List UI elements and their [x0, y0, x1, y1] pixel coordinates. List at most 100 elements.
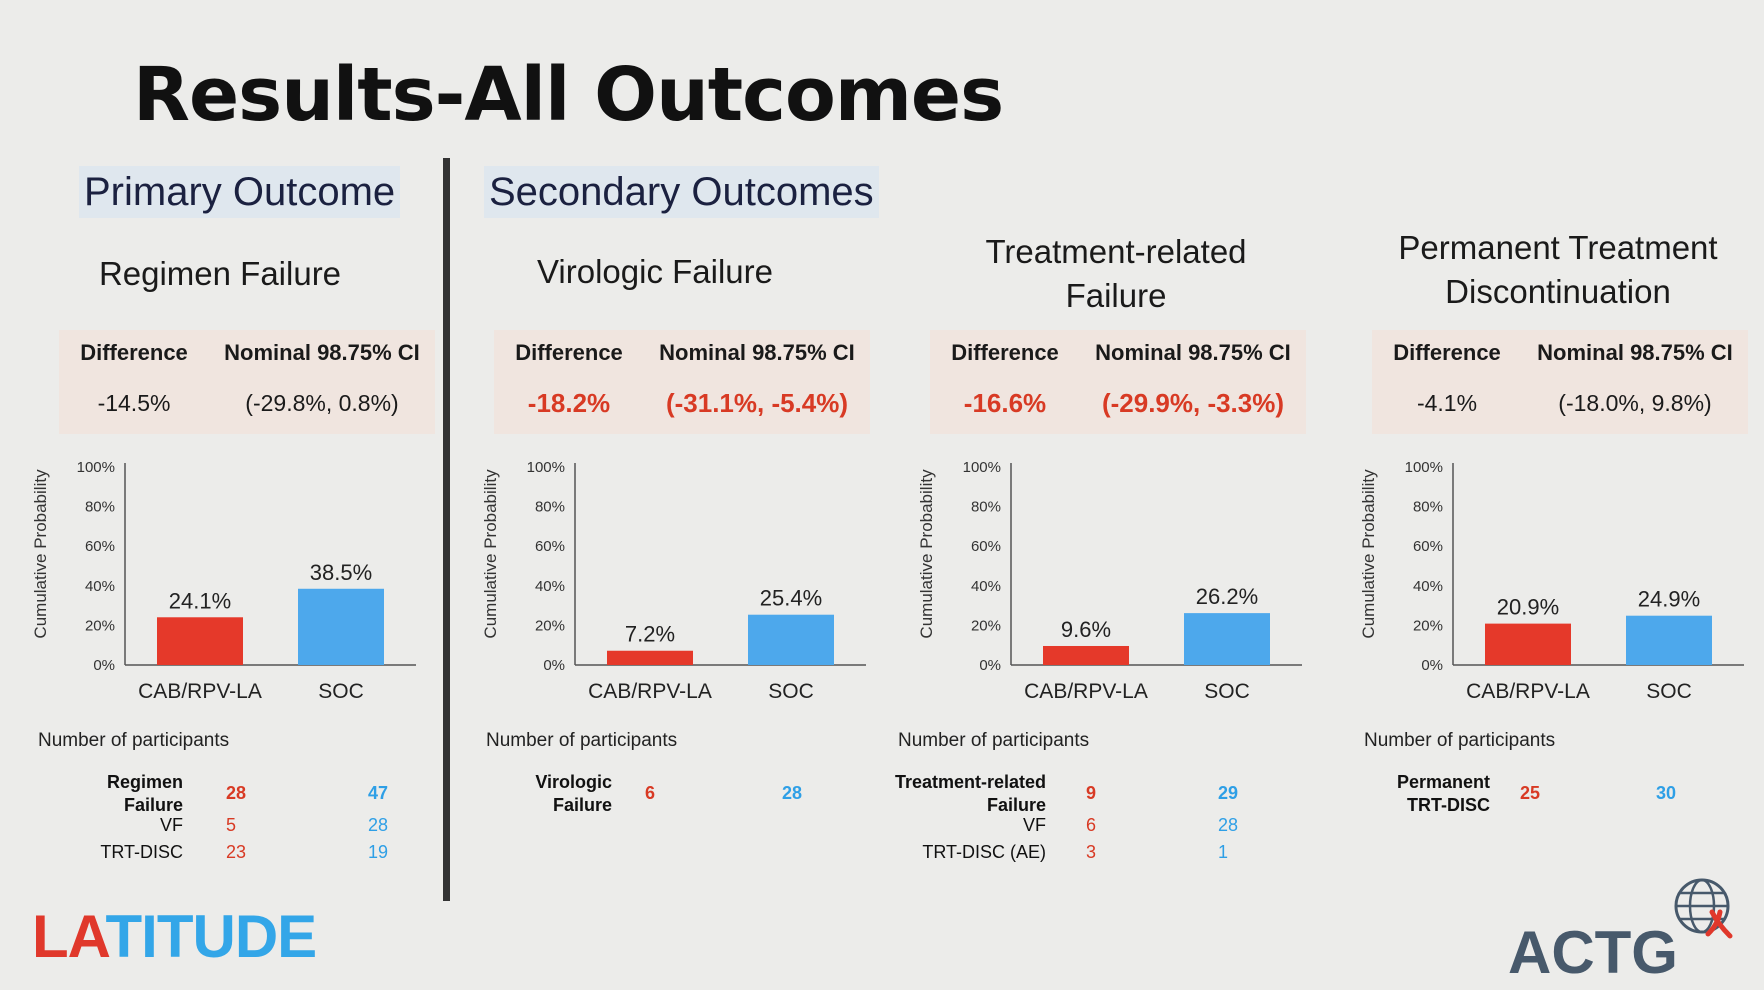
participants-count-cab: 9: [1086, 783, 1097, 803]
ci-header: Nominal 98.75% CI: [659, 340, 855, 365]
ci-table: Difference Nominal 98.75% CI -16.6% (-29.9%…: [930, 330, 1306, 434]
participants-count-cab: 6: [1086, 815, 1097, 835]
bar-value-label: 25.4%: [760, 586, 822, 611]
y-tick-label: 20%: [85, 617, 115, 634]
bar-value-label: 38.5%: [310, 560, 372, 585]
participants-row-label: TRT-DISC: [1407, 795, 1490, 815]
participants-count-soc: 28: [1218, 815, 1239, 835]
x-tick-label: CAB/RPV-LA: [1024, 680, 1148, 700]
participants-count-cab: 28: [226, 783, 247, 803]
bar-value-label: 24.1%: [169, 588, 231, 613]
bar-soc: [298, 588, 384, 665]
bar-soc: [1184, 613, 1270, 665]
y-tick-label: 100%: [1405, 459, 1443, 476]
bar-chart: Cumulative Probability 0% 20% 40% 60% 80% 100%…: [1359, 459, 1744, 700]
y-tick-label: 80%: [535, 499, 565, 516]
bar-soc: [748, 614, 834, 665]
participants-row-label: Failure: [986, 795, 1046, 815]
participants-count-cab: 5: [226, 815, 237, 835]
bar-cab-rpv-la: [1043, 645, 1129, 665]
y-tick-label: 20%: [535, 617, 565, 634]
outcome-subtitle: Failure: [1065, 277, 1167, 314]
difference-value: -14.5%: [97, 390, 171, 416]
ci-table: Difference Nominal 98.75% CI -14.5% (-29.8%…: [59, 330, 435, 434]
y-axis-label: Cumulative Probability: [917, 469, 936, 639]
y-tick-label: 0%: [1421, 657, 1443, 674]
x-tick-label: CAB/RPV-LA: [588, 680, 712, 700]
participants-count-soc: 30: [1656, 783, 1677, 803]
participants-label: Number of participants: [486, 730, 678, 751]
difference-header: Difference: [951, 340, 1059, 365]
participants-count-cab: 6: [645, 783, 656, 803]
outcome-subtitle: Discontinuation: [1445, 273, 1671, 310]
section-secondary-label: Secondary Outcomes: [484, 166, 879, 218]
ci-value: (-31.1%, -5.4%): [665, 388, 849, 418]
bar-cab-rpv-la: [607, 650, 693, 665]
bar-chart: Cumulative Probability 0% 20% 40% 60% 80% 100%…: [31, 459, 416, 700]
y-tick-label: 80%: [971, 499, 1001, 516]
section-divider: [443, 158, 450, 901]
y-tick-label: 20%: [1413, 617, 1443, 634]
outcome-panel: Virologic Failure Difference Nominal 98.75…: [480, 0, 900, 990]
difference-value: -16.6%: [963, 388, 1047, 418]
outcome-subtitle: Virologic Failure: [537, 253, 773, 290]
bar-value-label: 24.9%: [1638, 587, 1700, 612]
y-tick-label: 40%: [1413, 578, 1443, 595]
y-tick-label: 100%: [963, 459, 1001, 476]
difference-value: -18.2%: [527, 388, 611, 418]
outcome-panel: Permanent Treatment Discontinuation Differ…: [1358, 0, 1764, 990]
bar-value-label: 9.6%: [1061, 617, 1111, 642]
globe-icon: [1674, 878, 1733, 939]
participants-count-soc: 19: [368, 842, 389, 862]
participants-count-cab: 23: [226, 842, 247, 862]
ci-value: (-29.9%, -3.3%): [1101, 388, 1285, 418]
x-tick-label: SOC: [1204, 680, 1250, 700]
bar-chart: Cumulative Probability 0% 20% 40% 60% 80% 100%…: [481, 459, 866, 700]
participants-row-label: Permanent: [1396, 772, 1490, 792]
latitude-logo: LATITUDE: [32, 903, 317, 970]
participants-count-cab: 3: [1086, 842, 1097, 862]
ci-value: (-18.0%, 9.8%): [1558, 390, 1712, 416]
y-tick-label: 40%: [971, 578, 1001, 595]
y-tick-label: 80%: [1413, 499, 1443, 516]
participants-row-label: TRT-DISC (AE): [922, 842, 1046, 862]
y-tick-label: 80%: [85, 499, 115, 516]
y-tick-label: 60%: [85, 538, 115, 555]
participants-count-soc: 47: [368, 783, 389, 803]
outcome-subtitle: Treatment-related: [985, 233, 1247, 270]
participants-count-soc: 28: [782, 783, 803, 803]
bar-value-label: 26.2%: [1196, 584, 1258, 609]
participants-label: Number of participants: [898, 730, 1090, 751]
participants-row-label: Virologic: [535, 772, 612, 792]
y-tick-label: 60%: [535, 538, 565, 555]
ci-table: Difference Nominal 98.75% CI -18.2% (-31.1%…: [494, 330, 870, 434]
x-tick-label: SOC: [318, 680, 364, 700]
participants-label: Number of participants: [38, 730, 230, 751]
ci-header: Nominal 98.75% CI: [1095, 340, 1291, 365]
participants-row-label: Regimen: [106, 772, 183, 792]
bar-chart: Cumulative Probability 0% 20% 40% 60% 80% 100%…: [917, 459, 1302, 700]
y-tick-label: 40%: [535, 578, 565, 595]
y-axis-label: Cumulative Probability: [1359, 469, 1378, 639]
participants-label: Number of participants: [1364, 730, 1556, 751]
ci-table: Difference Nominal 98.75% CI -4.1% (-18.0%,…: [1372, 330, 1748, 434]
page-title: Results-All Outcomes: [133, 52, 1004, 138]
y-tick-label: 60%: [971, 538, 1001, 555]
x-tick-label: SOC: [1646, 680, 1692, 700]
y-tick-label: 60%: [1413, 538, 1443, 555]
y-tick-label: 0%: [543, 657, 565, 674]
y-tick-label: 0%: [979, 657, 1001, 674]
x-tick-label: SOC: [768, 680, 814, 700]
participants-count-soc: 28: [368, 815, 389, 835]
ci-header: Nominal 98.75% CI: [224, 340, 420, 365]
x-tick-label: CAB/RPV-LA: [138, 680, 262, 700]
bar-value-label: 20.9%: [1497, 595, 1559, 620]
difference-value: -4.1%: [1416, 390, 1478, 416]
outcome-panel: Regimen Failure Difference Nominal 98.75% …: [30, 0, 450, 990]
section-primary-label: Primary Outcome: [79, 166, 401, 218]
participants-row-label: Treatment-related: [894, 772, 1046, 792]
ci-header: Nominal 98.75% CI: [1537, 340, 1733, 365]
participants-row-label: Failure: [123, 795, 183, 815]
participants-count-cab: 25: [1520, 783, 1541, 803]
actg-logo: ACTG: [1508, 919, 1678, 986]
